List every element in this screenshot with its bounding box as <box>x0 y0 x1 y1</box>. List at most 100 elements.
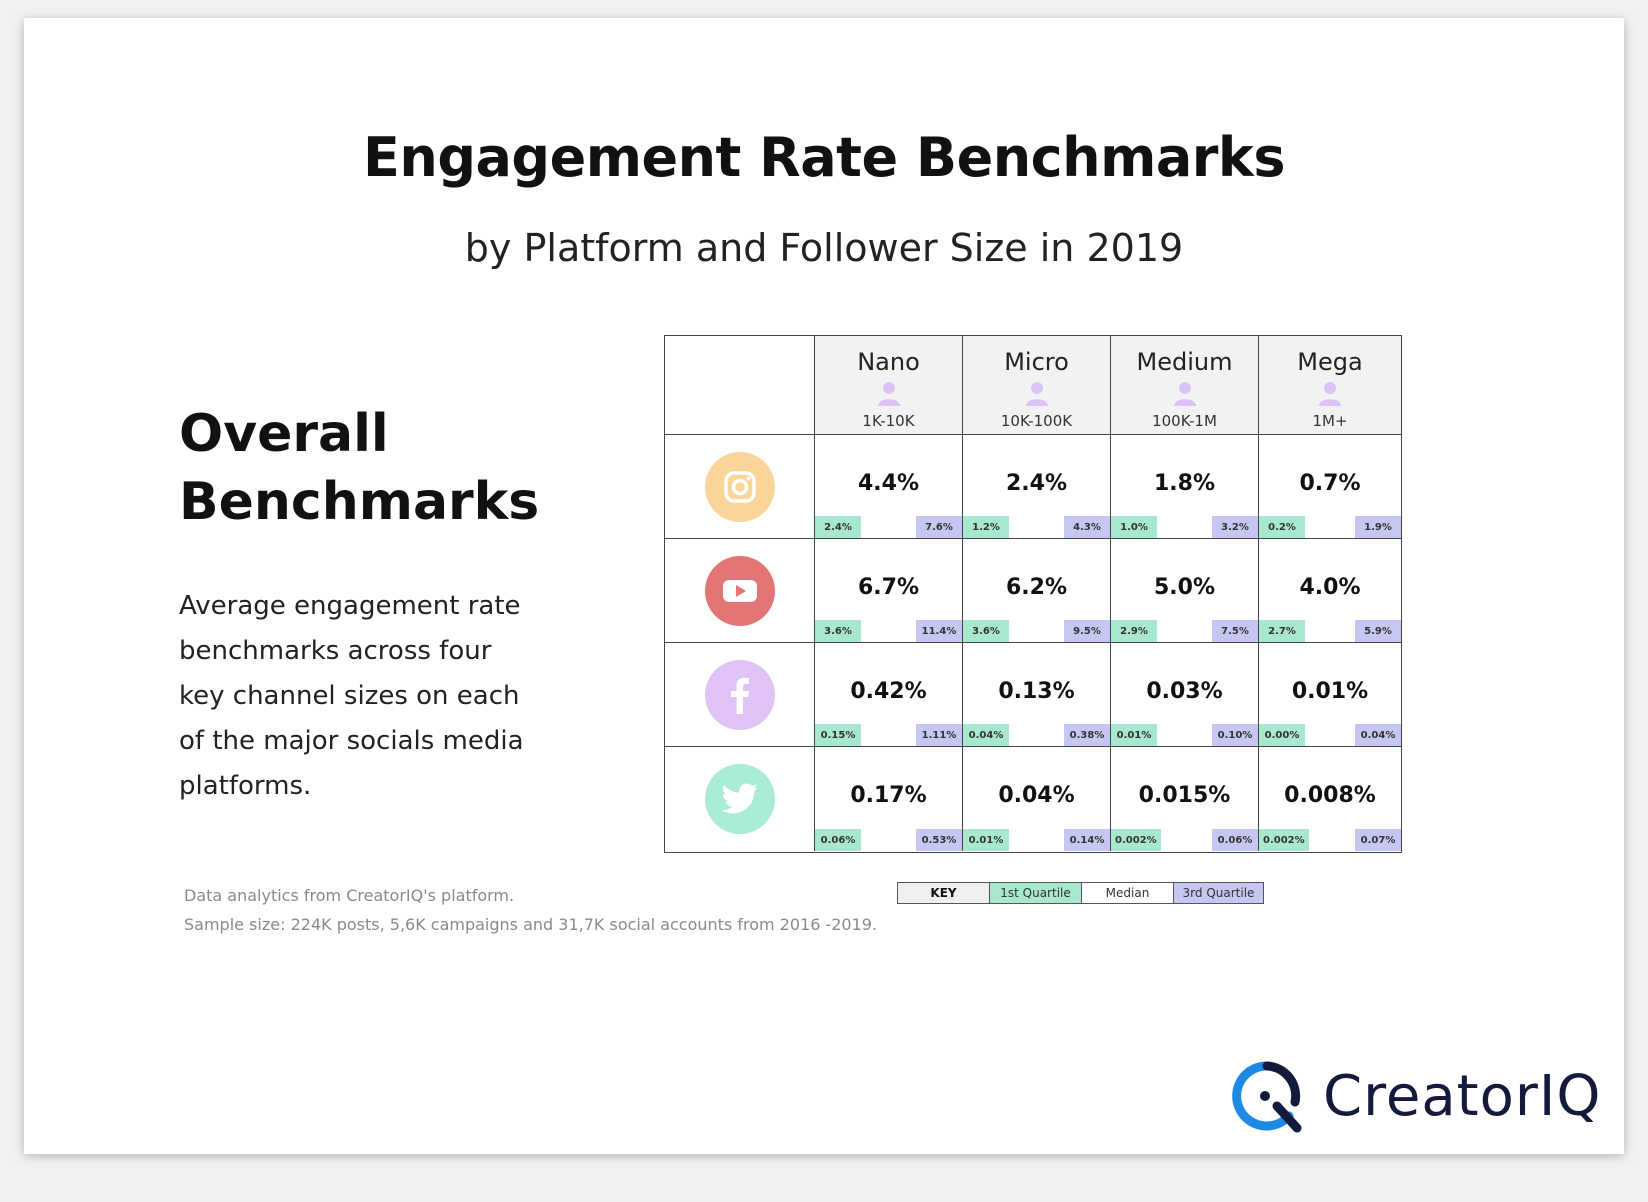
third-quartile-value: 1.11% <box>916 724 962 746</box>
youtube-icon <box>704 555 775 626</box>
median-value: 6.7% <box>857 575 919 600</box>
value-cell: 1.8% 1.0% 3.2% <box>1111 435 1259 539</box>
column-name: Mega <box>1297 348 1363 376</box>
platform-cell-instagram <box>665 435 815 539</box>
median-value: 0.04% <box>998 783 1075 808</box>
column-range: 1M+ <box>1312 412 1348 430</box>
value-cell: 0.015% 0.002% 0.06% <box>1111 747 1259 851</box>
key-median: Median <box>1082 883 1174 903</box>
key-first-quartile: 1st Quartile <box>990 883 1082 903</box>
value-cell: 6.2% 3.6% 9.5% <box>963 539 1111 643</box>
first-quartile-value: 0.01% <box>1111 724 1157 746</box>
platform-cell-twitter <box>665 747 815 851</box>
first-quartile-value: 0.2% <box>1259 516 1305 538</box>
median-value: 0.008% <box>1284 783 1376 808</box>
person-icon <box>1173 380 1197 406</box>
value-cell: 5.0% 2.9% 7.5% <box>1111 539 1259 643</box>
first-quartile-value: 0.04% <box>963 724 1009 746</box>
benchmark-table: Nano 1K-10K Micro 10K-100K Medium 100K-1M Mega… <box>664 335 1402 853</box>
footnote-sample: Sample size: 224K posts, 5,6K campaigns … <box>184 915 878 934</box>
column-range: 1K-10K <box>862 412 915 430</box>
median-value: 0.03% <box>1146 679 1223 704</box>
table-corner <box>665 336 815 435</box>
third-quartile-value: 7.6% <box>916 516 962 538</box>
value-cell: 2.4% 1.2% 4.3% <box>963 435 1111 539</box>
first-quartile-value: 1.2% <box>963 516 1009 538</box>
third-quartile-value: 7.5% <box>1212 620 1258 642</box>
first-quartile-value: 0.002% <box>1259 829 1309 851</box>
first-quartile-value: 2.7% <box>1259 620 1305 642</box>
third-quartile-value: 0.10% <box>1212 724 1258 746</box>
third-quartile-value: 4.3% <box>1064 516 1110 538</box>
median-value: 4.0% <box>1299 575 1361 600</box>
value-cell: 0.42% 0.15% 1.11% <box>815 643 963 747</box>
value-cell: 4.0% 2.7% 5.9% <box>1259 539 1401 643</box>
twitter-icon <box>704 764 775 834</box>
value-cell: 0.008% 0.002% 0.07% <box>1259 747 1401 851</box>
page-title: Engagement Rate Benchmarks <box>363 126 1285 189</box>
column-range: 10K-100K <box>1000 412 1073 430</box>
third-quartile-value: 9.5% <box>1064 620 1110 642</box>
value-cell: 0.7% 0.2% 1.9% <box>1259 435 1401 539</box>
third-quartile-value: 1.9% <box>1355 516 1401 538</box>
value-cell: 6.7% 3.6% 11.4% <box>815 539 963 643</box>
value-cell: 0.17% 0.06% 0.53% <box>815 747 963 851</box>
median-value: 0.015% <box>1138 783 1231 808</box>
value-cell: 0.13% 0.04% 0.38% <box>963 643 1111 747</box>
median-value: 0.13% <box>998 679 1075 704</box>
column-header-medium: Medium 100K-1M <box>1111 336 1259 435</box>
value-cell: 0.04% 0.01% 0.14% <box>963 747 1111 851</box>
median-value: 0.17% <box>850 783 927 808</box>
median-value: 0.01% <box>1291 679 1369 704</box>
value-cell: 4.4% 2.4% 7.6% <box>815 435 963 539</box>
median-value: 6.2% <box>1005 575 1067 600</box>
median-value: 1.8% <box>1153 471 1215 496</box>
third-quartile-value: 0.38% <box>1064 724 1110 746</box>
third-quartile-value: 3.2% <box>1212 516 1258 538</box>
facebook-icon <box>704 659 775 730</box>
first-quartile-value: 3.6% <box>815 620 861 642</box>
third-quartile-value: 0.07% <box>1355 829 1401 851</box>
first-quartile-value: 0.00% <box>1259 724 1305 746</box>
page-subtitle: by Platform and Follower Size in 2019 <box>464 226 1184 270</box>
first-quartile-value: 0.06% <box>815 829 861 851</box>
infographic-card: Engagement Rate Benchmarks by Platform a… <box>24 18 1624 1154</box>
median-value: 0.42% <box>850 679 927 704</box>
key-third-quartile: 3rd Quartile <box>1174 883 1263 903</box>
third-quartile-value: 11.4% <box>916 620 962 642</box>
platform-cell-facebook <box>665 643 815 747</box>
median-value: 2.4% <box>1005 471 1067 496</box>
person-icon <box>877 380 901 406</box>
legend-key: KEY 1st Quartile Median 3rd Quartile <box>897 882 1264 904</box>
third-quartile-value: 0.06% <box>1212 829 1258 851</box>
platform-cell-youtube <box>665 539 815 643</box>
key-label: KEY <box>898 883 990 903</box>
column-name: Medium <box>1136 348 1233 376</box>
column-name: Nano <box>857 348 920 376</box>
section-description: Average engagement rate benchmarks acros… <box>179 591 524 801</box>
median-value: 4.4% <box>857 471 919 496</box>
column-name: Micro <box>1004 348 1069 376</box>
first-quartile-value: 0.15% <box>815 724 861 746</box>
first-quartile-value: 3.6% <box>963 620 1009 642</box>
first-quartile-value: 2.4% <box>815 516 861 538</box>
footnote-source: Data analytics from CreatorIQ's platform… <box>184 886 515 905</box>
person-icon <box>1025 380 1049 406</box>
third-quartile-value: 5.9% <box>1355 620 1401 642</box>
person-icon <box>1318 380 1342 406</box>
first-quartile-value: 0.01% <box>963 829 1009 851</box>
logo-text: CreatorIQ <box>1323 1063 1602 1129</box>
instagram-icon <box>704 451 775 522</box>
third-quartile-value: 0.53% <box>916 829 962 851</box>
first-quartile-value: 1.0% <box>1111 516 1157 538</box>
column-range: 100K-1M <box>1152 412 1217 430</box>
first-quartile-value: 0.002% <box>1111 829 1161 851</box>
median-value: 0.7% <box>1299 471 1361 496</box>
column-header-nano: Nano 1K-10K <box>815 336 963 435</box>
third-quartile-value: 0.04% <box>1355 724 1401 746</box>
column-header-micro: Micro 10K-100K <box>963 336 1111 435</box>
median-value: 5.0% <box>1153 575 1215 600</box>
column-header-mega: Mega 1M+ <box>1259 336 1401 435</box>
section-heading: Overall Benchmarks <box>179 404 540 532</box>
first-quartile-value: 2.9% <box>1111 620 1157 642</box>
